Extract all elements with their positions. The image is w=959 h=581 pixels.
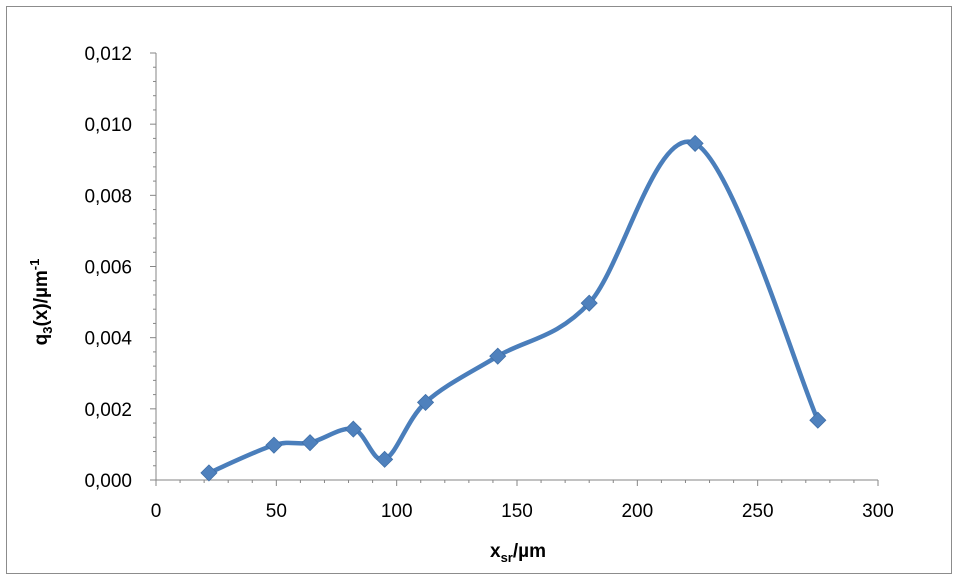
y-tick-label: 0,002	[84, 400, 132, 421]
data-point-marker	[376, 450, 394, 468]
y-tick-label: 0,012	[84, 44, 132, 65]
x-axis-title: xsr/µm	[490, 541, 546, 565]
x-tick-label: 150	[501, 501, 533, 522]
y-axis-title: q3(x)/µm-1	[27, 259, 55, 346]
y-ticks	[150, 52, 156, 481]
data-markers	[200, 134, 827, 482]
chart-frame	[6, 6, 952, 574]
data-point-marker	[265, 436, 283, 454]
axes	[155, 53, 878, 481]
y-axis-title-suffix: (x)/µm	[31, 270, 52, 326]
series-line	[206, 139, 821, 476]
y-tick-label: 0,006	[84, 258, 132, 279]
x-tick-label: 50	[266, 501, 287, 522]
x-tick-label: 200	[621, 501, 653, 522]
y-axis-title-main: q	[31, 334, 52, 346]
data-point-marker	[416, 393, 435, 411]
data-point-marker	[200, 464, 218, 482]
x-axis-title-subscript: sr	[501, 550, 513, 565]
data-point-marker	[344, 420, 362, 438]
data-point-marker	[686, 134, 704, 152]
x-tick-label: 100	[381, 501, 413, 522]
x-axis-title-suffix: /µm	[513, 541, 546, 562]
x-tick-labels: 0 50 100 150 200 250 300	[151, 501, 894, 522]
x-tick-label: 250	[742, 501, 774, 522]
x-tick-label: 300	[862, 501, 894, 522]
x-axis-title-main: x	[490, 541, 501, 562]
y-tick-label: 0,008	[84, 186, 132, 207]
y-tick-label: 0,000	[84, 471, 132, 492]
data-point-marker	[301, 434, 319, 452]
data-point-marker	[580, 294, 598, 312]
data-point-marker	[489, 347, 507, 365]
y-tick-label: 0,004	[84, 329, 132, 350]
x-ticks	[155, 480, 879, 486]
data-point-marker	[809, 411, 827, 429]
y-axis-title-subscript: 3	[40, 327, 55, 334]
y-tick-label: 0,010	[84, 115, 132, 136]
x-tick-label: 0	[151, 501, 162, 522]
y-axis-title-superscript: -1	[27, 259, 42, 271]
y-tick-labels: 0,000 0,002 0,004 0,006 0,008 0,010 0,012	[84, 44, 132, 492]
